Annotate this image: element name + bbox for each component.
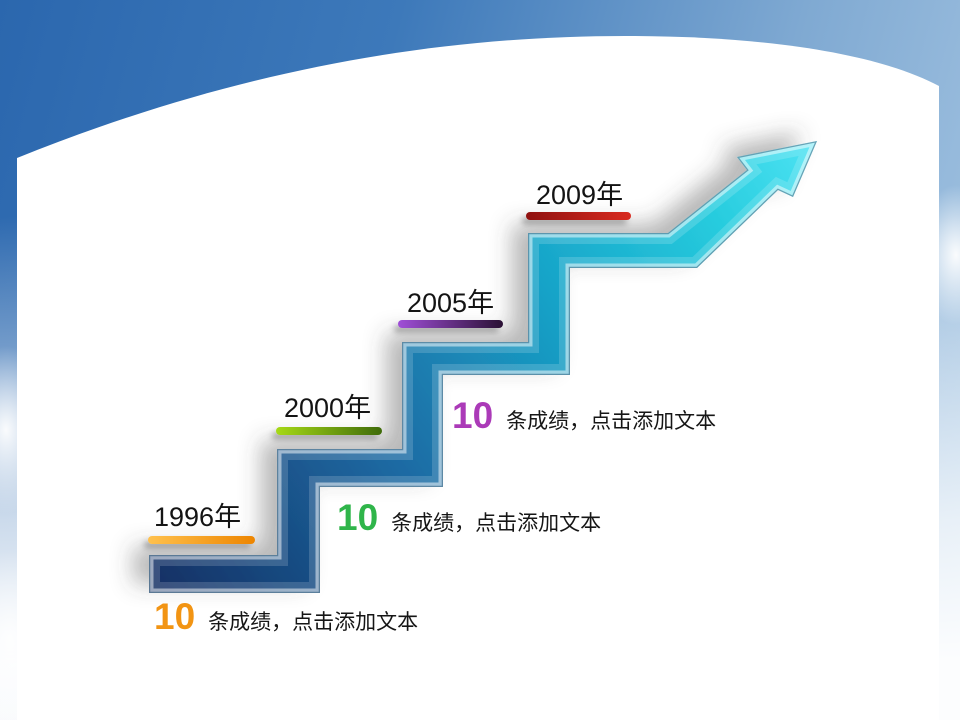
note-number: 10: [452, 395, 494, 436]
staircase-arrow-shape: [149, 141, 817, 593]
year-underline-2009: [526, 212, 631, 220]
note-text[interactable]: 条成绩，点击添加文本: [391, 512, 602, 535]
note-placeholder-1[interactable]: 10 条成绩，点击添加文本: [154, 598, 418, 636]
note-placeholder-3[interactable]: 10 条成绩，点击添加文本: [452, 397, 716, 435]
year-label-2009[interactable]: 2009年: [536, 180, 624, 210]
note-text[interactable]: 条成绩，点击添加文本: [208, 611, 419, 634]
note-number: 10: [154, 596, 196, 637]
note-placeholder-2[interactable]: 10 条成绩，点击添加文本: [337, 499, 601, 537]
year-label-1996[interactable]: 1996年: [154, 502, 242, 532]
note-text[interactable]: 条成绩，点击添加文本: [506, 410, 717, 433]
note-number: 10: [337, 497, 379, 538]
year-underline-2005: [398, 320, 503, 328]
staircase-bevel: [149, 141, 817, 593]
year-underline-2000: [276, 427, 382, 435]
year-label-2000[interactable]: 2000年: [284, 393, 372, 423]
year-label-2005[interactable]: 2005年: [407, 288, 495, 318]
year-underline-1996: [148, 536, 255, 544]
